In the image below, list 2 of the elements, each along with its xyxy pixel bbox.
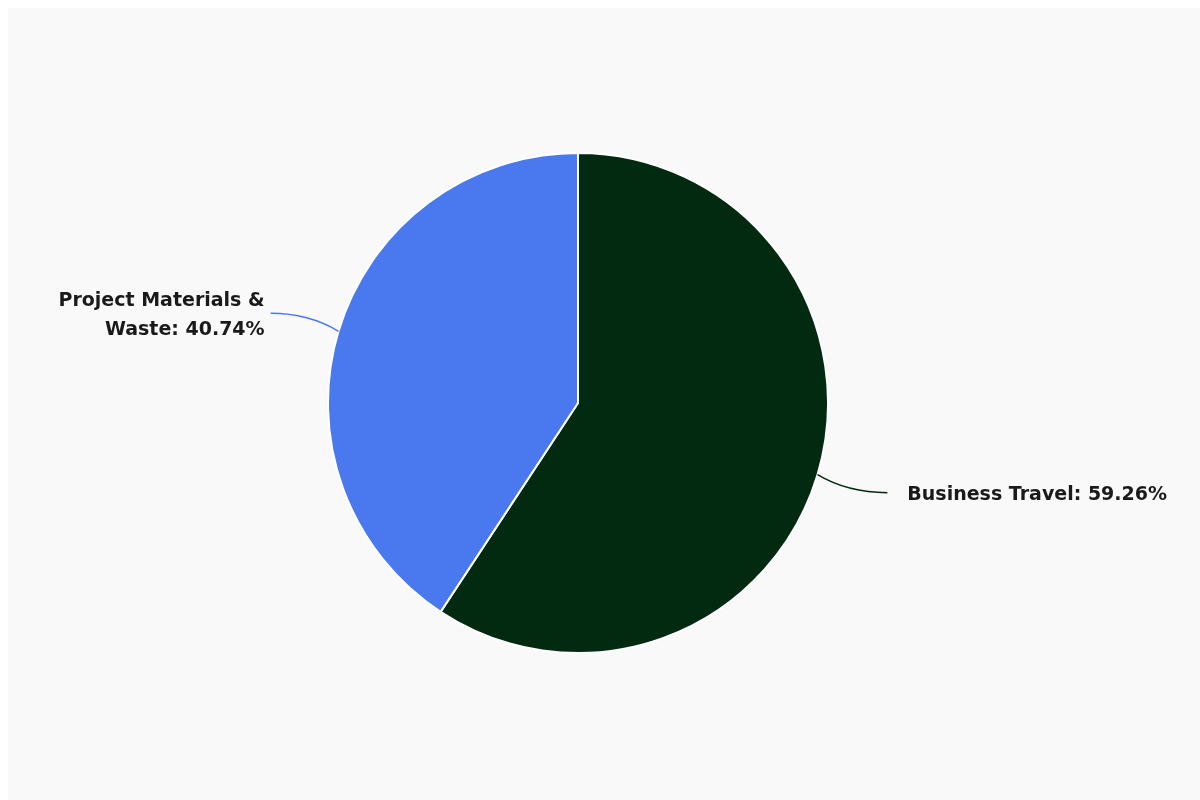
slice-label: Business Travel: 59.26% (907, 481, 1168, 504)
slice-label: Project Materials & Waste: 40.74% (58, 287, 265, 339)
